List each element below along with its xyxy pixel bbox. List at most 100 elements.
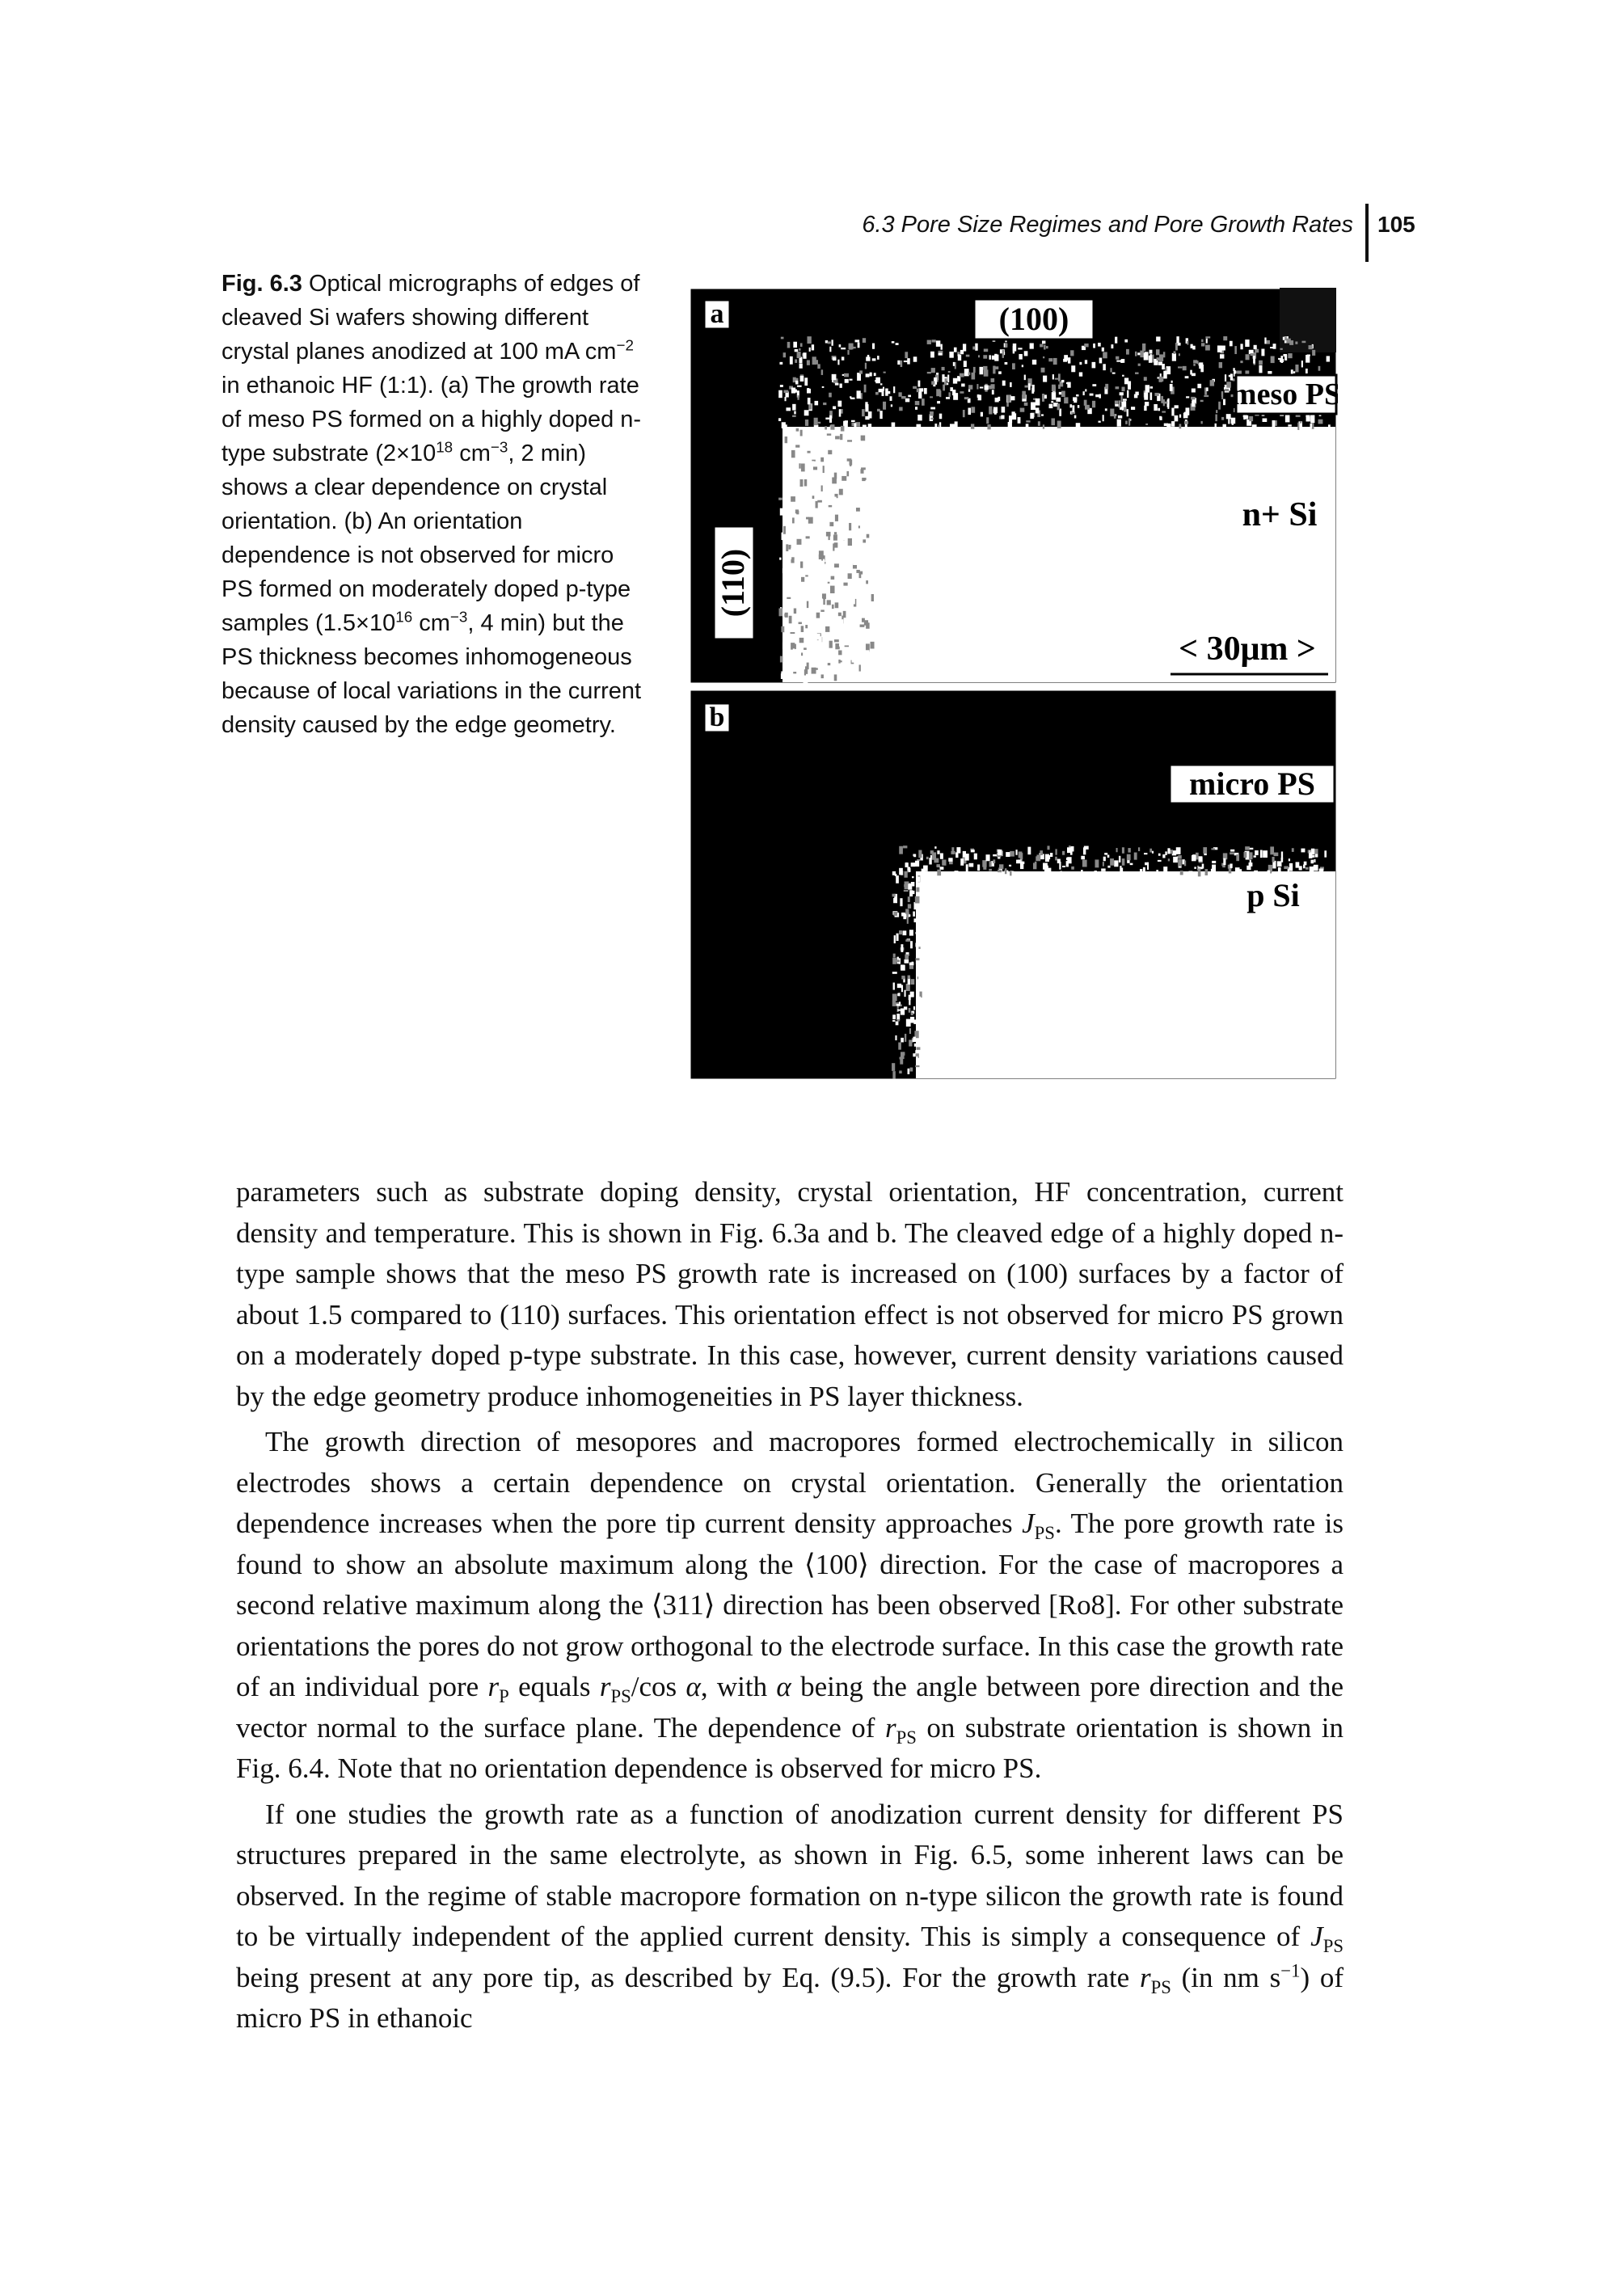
text-run: in ethanoic HF (1:1). (a) The growth rat… bbox=[221, 373, 642, 466]
texture bbox=[1192, 400, 1196, 407]
texture bbox=[921, 868, 926, 874]
texture bbox=[865, 590, 870, 598]
texture bbox=[783, 584, 787, 592]
texture bbox=[811, 559, 816, 563]
texture bbox=[1043, 862, 1048, 870]
texture bbox=[1037, 421, 1040, 426]
texture bbox=[1193, 360, 1198, 364]
texture bbox=[1248, 852, 1253, 860]
texture bbox=[859, 624, 865, 627]
texture bbox=[788, 544, 791, 550]
layer-label: micro PS bbox=[1189, 765, 1315, 802]
texture bbox=[1234, 867, 1240, 873]
texture bbox=[833, 571, 837, 576]
texture bbox=[1245, 846, 1250, 850]
texture bbox=[818, 550, 824, 558]
texture bbox=[1175, 342, 1181, 346]
texture bbox=[1324, 850, 1327, 858]
texture bbox=[1067, 857, 1072, 864]
texture bbox=[787, 597, 791, 600]
texture bbox=[1187, 340, 1189, 345]
texture bbox=[905, 913, 909, 918]
texture bbox=[1158, 376, 1164, 382]
texture bbox=[1214, 423, 1217, 428]
texture bbox=[1311, 854, 1315, 858]
texture bbox=[835, 499, 840, 504]
texture bbox=[1268, 864, 1273, 872]
texture bbox=[823, 430, 828, 434]
texture bbox=[1224, 374, 1227, 382]
texture bbox=[918, 850, 922, 858]
texture bbox=[949, 424, 955, 430]
texture bbox=[1071, 411, 1076, 415]
texture bbox=[1182, 365, 1187, 371]
texture bbox=[1070, 350, 1074, 356]
texture bbox=[1238, 869, 1242, 871]
texture bbox=[826, 618, 829, 622]
texture bbox=[829, 447, 832, 450]
texture bbox=[1288, 424, 1292, 427]
texture bbox=[1110, 368, 1112, 373]
texture bbox=[875, 391, 879, 395]
texture bbox=[1056, 397, 1061, 402]
texture bbox=[998, 869, 1002, 873]
texture bbox=[904, 959, 909, 964]
texture bbox=[838, 641, 844, 647]
texture bbox=[1253, 356, 1255, 364]
texture bbox=[1098, 420, 1101, 423]
texture bbox=[1026, 420, 1031, 423]
texture bbox=[954, 421, 958, 430]
texture bbox=[824, 586, 829, 593]
texture bbox=[983, 863, 987, 870]
texture bbox=[865, 643, 870, 652]
texture bbox=[1295, 341, 1298, 344]
texture bbox=[1165, 367, 1167, 373]
texture bbox=[846, 651, 849, 656]
texture bbox=[1305, 867, 1309, 870]
texture bbox=[947, 374, 950, 382]
texture bbox=[1185, 338, 1188, 344]
texture bbox=[892, 1014, 896, 1019]
texture bbox=[817, 500, 822, 503]
texture bbox=[1310, 415, 1315, 424]
plane-label: (100) bbox=[999, 301, 1069, 337]
texture bbox=[804, 410, 809, 416]
texture bbox=[859, 370, 863, 374]
texture bbox=[853, 635, 858, 639]
texture bbox=[1061, 379, 1065, 383]
texture bbox=[983, 348, 989, 352]
texture bbox=[1012, 363, 1015, 369]
texture bbox=[910, 862, 916, 867]
label-box bbox=[1234, 373, 1338, 415]
texture bbox=[1081, 345, 1086, 351]
texture bbox=[825, 670, 830, 673]
texture bbox=[979, 366, 984, 375]
texture bbox=[901, 944, 904, 952]
texture bbox=[1062, 865, 1065, 868]
texture bbox=[968, 389, 971, 392]
texture bbox=[806, 360, 810, 365]
texture bbox=[915, 1065, 920, 1068]
texture bbox=[835, 436, 840, 440]
texture bbox=[892, 1019, 896, 1022]
texture bbox=[1149, 392, 1153, 400]
texture bbox=[993, 854, 998, 857]
texture bbox=[944, 378, 947, 386]
texture bbox=[987, 424, 991, 430]
texture bbox=[802, 628, 808, 636]
texture bbox=[792, 415, 796, 417]
texture bbox=[804, 605, 807, 610]
texture bbox=[803, 441, 808, 447]
texture bbox=[939, 867, 944, 870]
texture bbox=[781, 675, 785, 678]
texture bbox=[915, 958, 920, 961]
texture bbox=[896, 933, 899, 941]
texture bbox=[972, 346, 975, 350]
texture bbox=[1178, 859, 1182, 867]
texture bbox=[788, 593, 792, 597]
texture bbox=[805, 536, 810, 539]
text-run: on substrate orientation is shown in Fig… bbox=[236, 1711, 1343, 1785]
texture bbox=[1048, 358, 1053, 362]
texture bbox=[1114, 860, 1119, 867]
texture bbox=[856, 569, 860, 573]
